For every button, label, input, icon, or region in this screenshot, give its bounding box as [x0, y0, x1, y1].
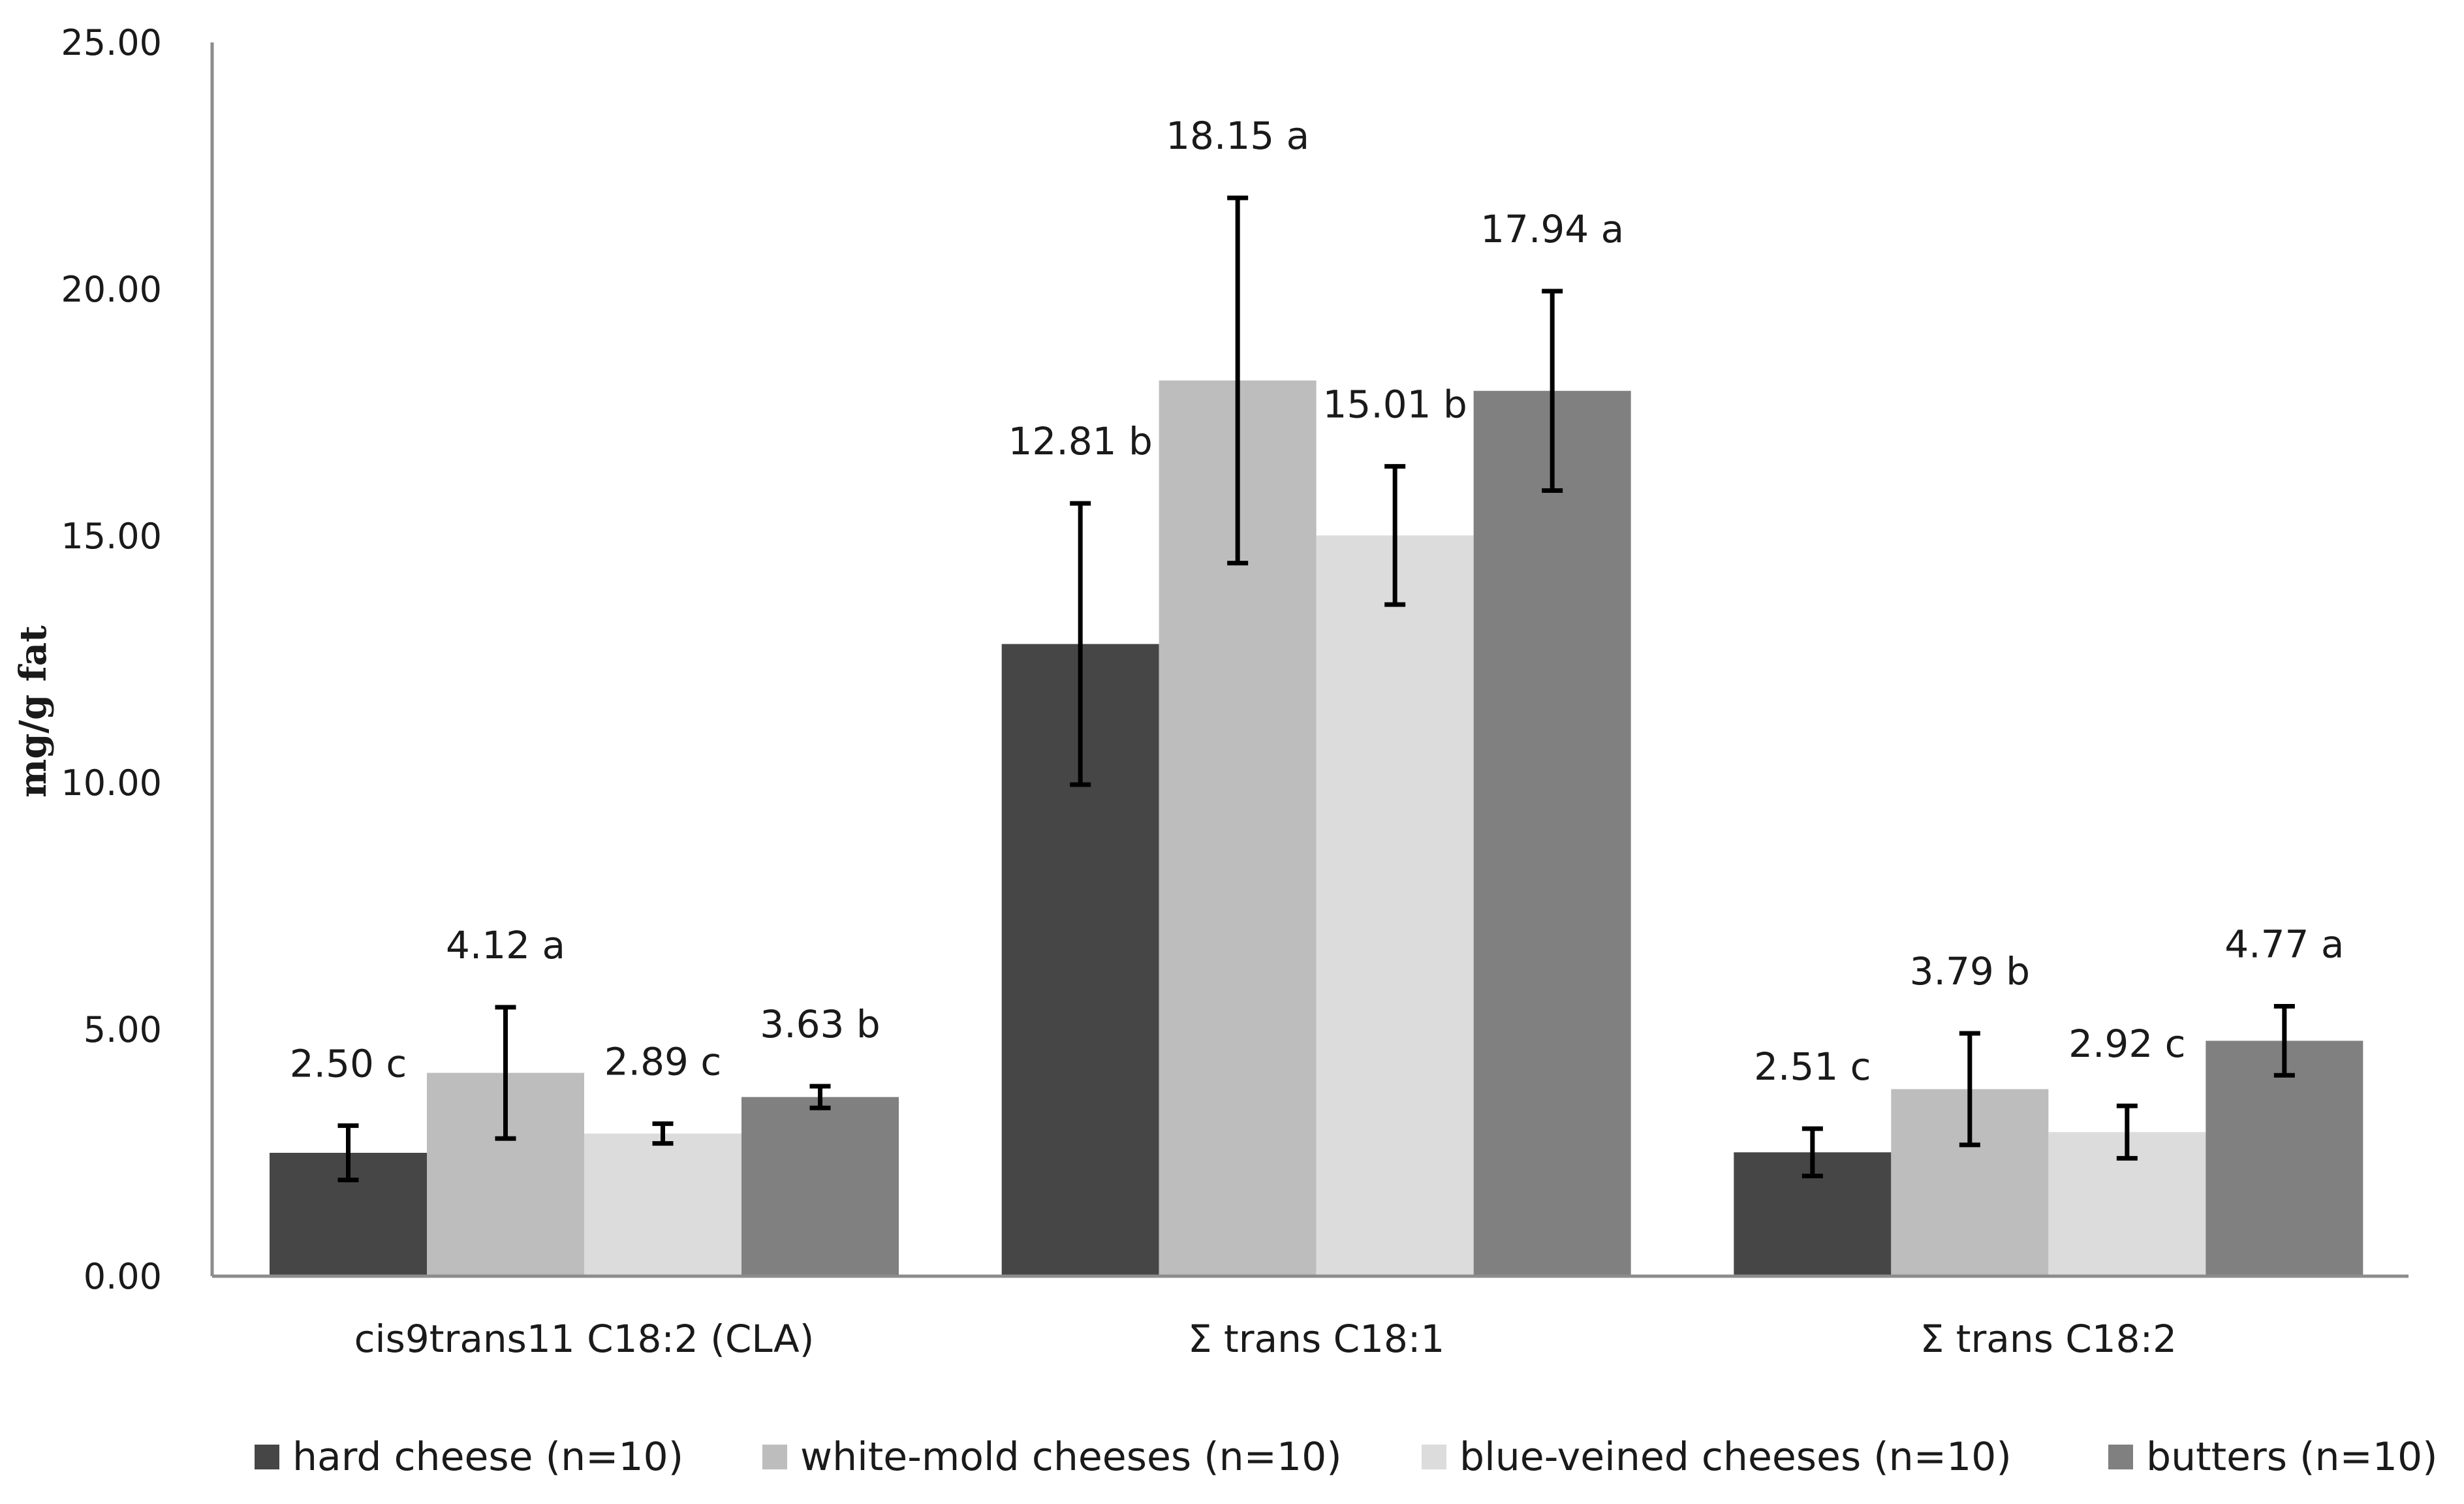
y-tick-labels: 0.00 5.00 10.00 15.00 20.00 25.00	[61, 22, 162, 1297]
legend-label: hard cheese (n=10)	[292, 1434, 683, 1480]
axes-layer	[210, 42, 2409, 1278]
data-label: 17.94 a	[1480, 207, 1624, 251]
category-labels: cis9trans11 C18:2 (CLA) Σ trans C18:1 Σ tr…	[354, 1317, 2177, 1361]
y-tick-label: 15.00	[61, 516, 162, 557]
legend-swatch	[2108, 1445, 2133, 1469]
category-label: Σ trans C18:1	[1188, 1317, 1444, 1361]
legend-label: blue-veined cheeses (n=10)	[1459, 1434, 2012, 1480]
legend-swatch	[762, 1445, 787, 1469]
category-label: Σ trans C18:2	[1920, 1317, 2177, 1361]
y-axis-title: mg/g fat	[12, 625, 55, 798]
bar	[2206, 1041, 2363, 1276]
data-label: 4.12 a	[446, 923, 565, 967]
data-label: 15.01 b	[1323, 382, 1467, 426]
legend-label: white-mold cheeses (n=10)	[800, 1434, 1342, 1480]
data-label: 2.92 c	[2068, 1022, 2185, 1066]
data-label: 2.51 c	[1754, 1044, 1871, 1089]
legend: hard cheese (n=10) white-mold cheeses (n=…	[255, 1434, 2438, 1480]
y-tick-label: 10.00	[61, 762, 162, 804]
data-label: 12.81 b	[1008, 419, 1153, 463]
bar	[1473, 390, 1631, 1276]
data-label: 2.50 c	[290, 1041, 407, 1086]
bar	[1316, 535, 1474, 1276]
bars-layer	[270, 380, 2363, 1276]
legend-swatch	[1422, 1445, 1446, 1469]
y-tick-label: 5.00	[84, 1009, 162, 1050]
data-label: 4.77 a	[2224, 922, 2344, 966]
data-labels: 2.50 c 4.12 a 2.89 c 3.63 b 12.81 b 18.15 a 15…	[290, 114, 2345, 1089]
bar	[741, 1097, 899, 1276]
y-tick-label: 0.00	[84, 1256, 162, 1297]
data-label: 3.79 b	[1910, 949, 2030, 994]
data-label: 18.15 a	[1166, 114, 1309, 158]
y-tick-label: 25.00	[61, 22, 162, 63]
y-tick-label: 20.00	[61, 269, 162, 310]
legend-swatch	[255, 1445, 279, 1469]
data-label: 3.63 b	[760, 1002, 880, 1046]
category-label: cis9trans11 C18:2 (CLA)	[354, 1317, 815, 1361]
bar	[584, 1133, 741, 1276]
error-bars-layer	[337, 195, 2295, 1183]
legend-label: butters (n=10)	[2146, 1434, 2438, 1480]
data-label: 2.89 c	[604, 1039, 721, 1084]
